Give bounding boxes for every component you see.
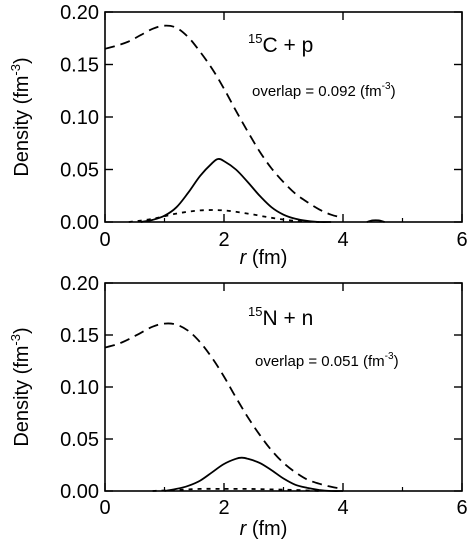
y-tick-label: 0.10 [60,107,99,129]
reaction-label-mass: 15 [248,31,262,46]
x-axis-title-var: r [240,518,248,540]
y-axis-title: Density (fm-3) [8,57,33,176]
x-tick-label: 2 [218,229,229,251]
panel-top: 0 2 4 6 0.00 0.05 0.10 0.15 0.20 r (fm) Density (f… [8,2,468,269]
y-axis-title-text: Density (fm [11,76,33,177]
x-tick-label: 4 [337,229,348,251]
reaction-label-text: N + n [262,307,313,330]
x-tick-label: 6 [456,229,467,251]
x-axis-title-unit: (fm) [246,247,287,269]
overlap-sup: -3 [382,81,391,92]
x-tick-label: 4 [337,497,348,519]
panel-bottom: 0 2 4 6 0.00 0.05 0.10 0.15 0.20 r (fm) Density (f… [8,273,468,540]
y-tick-label: 0.05 [60,160,99,182]
y-tick-label: 0.05 [60,429,99,451]
reaction-label-mass: 15 [248,304,262,319]
series-line-solid [366,219,385,223]
y-axis-title-sup: -3 [8,334,23,346]
reaction-label-text: C + p [262,34,313,57]
reaction-label: 15C + p [248,31,313,57]
x-axis-title-unit: (fm) [246,518,287,540]
y-tick-label: 0.00 [60,212,99,234]
x-axis-title: r (fm) [240,247,288,269]
series-line-short-dash [152,487,320,492]
overlap-close: ) [391,83,396,100]
y-axis-title-close: ) [11,57,33,64]
overlap-annotation: overlap = 0.092 (fm-3) [252,81,396,100]
x-tick-label: 0 [99,229,110,251]
overlap-annotation: overlap = 0.051 (fm-3) [255,351,399,370]
x-axis-title-var: r [240,247,248,269]
overlap-text: overlap = 0.092 (fm [252,83,382,100]
reaction-label: 15N + n [248,304,313,330]
x-tick-label: 0 [99,497,110,519]
x-axis-title: r (fm) [240,518,288,540]
series-line-solid [140,158,332,223]
series-line-long-dash [104,24,344,219]
y-axis-title-sup: -3 [8,64,23,76]
overlap-close: ) [394,353,399,370]
y-axis-title-text: Density (fm [11,346,33,447]
overlap-sup: -3 [385,351,394,362]
y-tick-label: 0.15 [60,325,99,347]
y-tick-label: 0.20 [60,273,99,295]
overlap-text: overlap = 0.051 (fm [255,353,385,370]
x-tick-label: 2 [218,497,229,519]
series-line-solid [164,456,344,492]
series-line-long-dash [104,322,344,490]
y-axis-title-close: ) [11,327,33,334]
y-tick-label: 0.00 [60,481,99,503]
y-axis-title: Density (fm-3) [8,327,33,446]
y-tick-label: 0.10 [60,377,99,399]
x-tick-label: 6 [456,497,467,519]
y-tick-label: 0.20 [60,2,99,24]
y-tick-label: 0.15 [60,55,99,77]
